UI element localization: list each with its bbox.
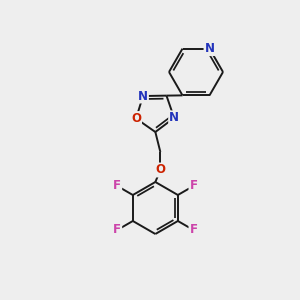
Text: N: N: [205, 42, 214, 55]
Text: F: F: [113, 179, 121, 193]
Text: O: O: [155, 164, 165, 176]
Text: F: F: [113, 224, 121, 236]
Text: O: O: [131, 112, 141, 125]
Text: N: N: [138, 89, 148, 103]
Text: F: F: [190, 224, 197, 236]
Text: N: N: [169, 111, 179, 124]
Text: F: F: [190, 179, 197, 193]
